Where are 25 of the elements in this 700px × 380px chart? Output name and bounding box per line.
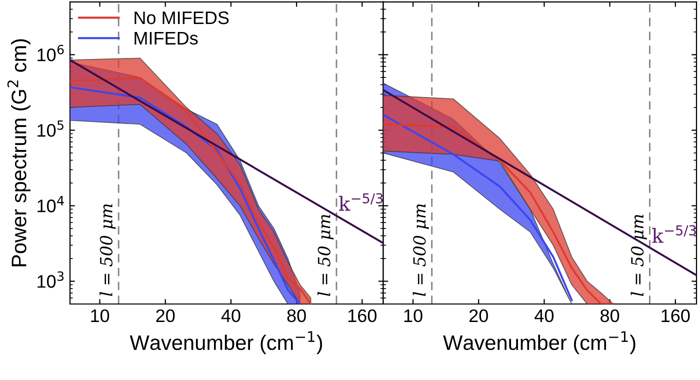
x-tick-label: 10: [91, 309, 110, 322]
y-tick-label: 10$^{5}$: [38, 120, 64, 137]
x-axis-title: Wavenumber (cm$^{−1}$): [443, 331, 636, 354]
y-tick-label: 10$^{4}$: [38, 196, 64, 212]
y-axis-title: Power spectrum (G$^{2}$ cm): [7, 39, 30, 266]
legend-label: MIFEDs: [134, 32, 198, 45]
annotation: k$^{−5/3}$: [652, 225, 696, 243]
annotation: l = 50 μm: [317, 214, 334, 296]
annotation: k$^{−5/3}$: [338, 193, 383, 211]
y-tick-label: 10$^{6}$: [38, 44, 64, 62]
annotation: l = 500 μm: [412, 204, 429, 296]
x-tick-label: 20: [156, 309, 175, 322]
x-axis-title: Wavenumber (cm$^{−1}$): [130, 331, 322, 354]
y-tick-label: 10$^{3}$: [38, 271, 64, 288]
x-tick-label: 40: [221, 309, 240, 322]
x-tick-label: 10: [404, 309, 422, 322]
x-tick-label: 160: [348, 309, 376, 322]
x-tick-label: 160: [662, 309, 690, 322]
x-tick-label: 40: [534, 309, 554, 322]
annotation: l = 500 μm: [100, 204, 116, 296]
x-tick-label: 80: [287, 309, 306, 322]
legend-label: No MIFEDS: [134, 11, 229, 24]
x-tick-label: 20: [469, 309, 488, 322]
annotation: l = 50 μm: [630, 214, 647, 296]
x-tick-label: 80: [600, 309, 620, 322]
